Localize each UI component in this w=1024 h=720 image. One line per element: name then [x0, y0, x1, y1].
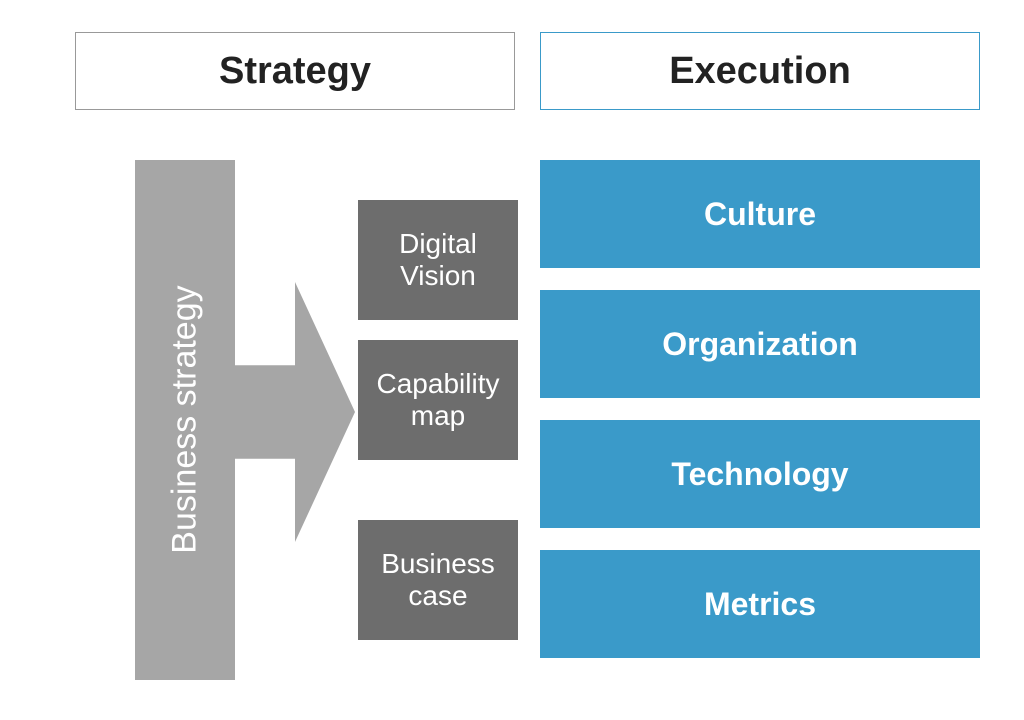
strategy-block-capability-map: Capabilitymap	[358, 340, 518, 460]
header-execution-label: Execution	[669, 50, 851, 93]
business-strategy-label: Business strategy	[165, 286, 204, 554]
strategy-block-label: Businesscase	[381, 548, 495, 612]
header-strategy-label: Strategy	[219, 50, 371, 93]
execution-block-culture: Culture	[540, 160, 980, 268]
strategy-block-label: Capabilitymap	[377, 368, 500, 432]
execution-block-label: Metrics	[704, 586, 816, 623]
header-execution: Execution	[540, 32, 980, 110]
strategy-block-label: DigitalVision	[399, 228, 477, 292]
strategy-block-digital-vision: DigitalVision	[358, 200, 518, 320]
execution-block-label: Technology	[671, 456, 848, 493]
execution-block-metrics: Metrics	[540, 550, 980, 658]
diagram-canvas: Strategy Execution Business strategy Dig…	[0, 0, 1024, 720]
arrow-icon	[235, 282, 355, 542]
business-strategy-block: Business strategy	[135, 160, 235, 680]
execution-block-organization: Organization	[540, 290, 980, 398]
execution-block-label: Culture	[704, 196, 816, 233]
strategy-block-business-case: Businesscase	[358, 520, 518, 640]
execution-block-technology: Technology	[540, 420, 980, 528]
header-strategy: Strategy	[75, 32, 515, 110]
execution-block-label: Organization	[662, 326, 858, 363]
